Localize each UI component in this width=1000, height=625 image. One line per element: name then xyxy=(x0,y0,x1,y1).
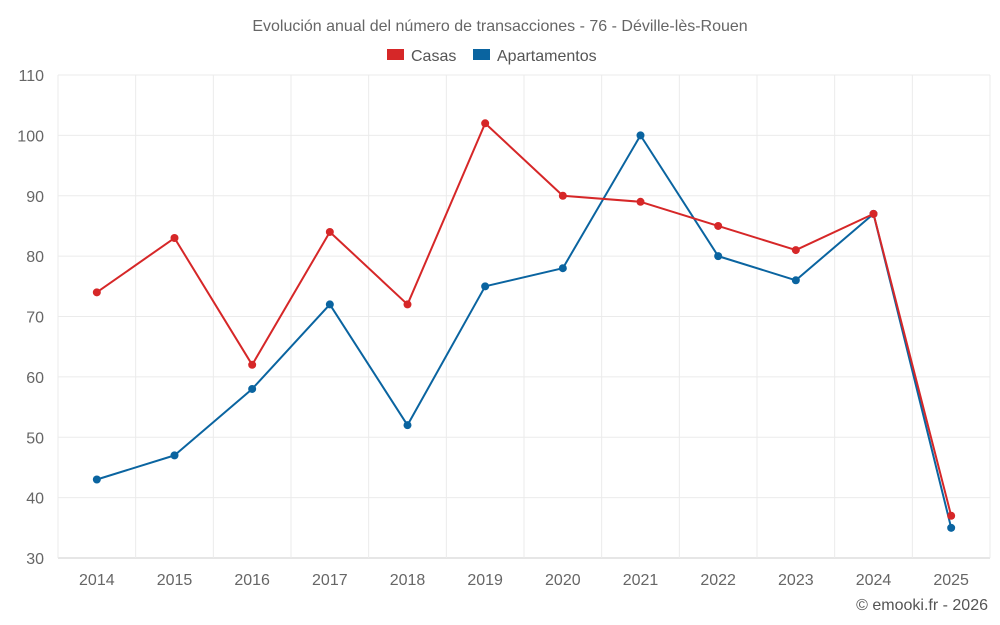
data-point-casas[interactable] xyxy=(92,288,101,297)
x-tick-label: 2021 xyxy=(623,572,659,589)
x-tick-label: 2023 xyxy=(778,572,814,589)
data-point-apartamentos[interactable] xyxy=(325,300,334,309)
x-tick-label: 2025 xyxy=(933,572,969,589)
y-tick-label: 110 xyxy=(18,68,44,85)
data-point-apartamentos[interactable] xyxy=(947,523,956,532)
x-tick-label: 2015 xyxy=(157,572,193,589)
y-axis: 30 40 50 60 70 80 90 100 110 xyxy=(17,68,44,568)
x-tick-label: 2017 xyxy=(312,572,348,589)
y-tick-label: 70 xyxy=(26,310,44,327)
x-tick-label: 2016 xyxy=(234,572,270,589)
x-tick-label: 2018 xyxy=(390,572,426,589)
legend-item-apartamentos[interactable]: Apartamentos xyxy=(473,48,597,65)
data-point-casas[interactable] xyxy=(170,234,179,243)
grid xyxy=(57,74,991,559)
x-tick-label: 2014 xyxy=(79,572,115,589)
chart-title: Evolución anual del número de transaccio… xyxy=(252,18,747,35)
legend-swatch-apartamentos xyxy=(473,49,490,60)
series-line-apartamentos xyxy=(96,134,953,529)
y-tick-label: 100 xyxy=(17,128,44,145)
data-point-apartamentos[interactable] xyxy=(403,421,412,430)
y-tick-label: 90 xyxy=(26,189,44,206)
legend-swatch-casas xyxy=(387,49,404,60)
x-tick-label: 2020 xyxy=(545,572,581,589)
data-point-apartamentos[interactable] xyxy=(558,264,567,273)
data-point-apartamentos[interactable] xyxy=(92,475,101,484)
credit-text: © emooki.fr - 2026 xyxy=(856,597,988,614)
data-point-apartamentos[interactable] xyxy=(714,252,723,261)
data-point-casas[interactable] xyxy=(869,209,878,218)
data-point-casas[interactable] xyxy=(714,221,723,230)
data-point-casas[interactable] xyxy=(481,119,490,128)
y-tick-label: 80 xyxy=(26,249,44,266)
legend: Casas Apartamentos xyxy=(387,48,597,65)
data-point-apartamentos[interactable] xyxy=(791,276,800,285)
x-tick-label: 2024 xyxy=(856,572,892,589)
x-tick-label: 2019 xyxy=(467,572,503,589)
y-tick-label: 60 xyxy=(26,370,44,387)
legend-label-apartamentos: Apartamentos xyxy=(497,48,597,65)
legend-label-casas: Casas xyxy=(411,48,456,65)
y-tick-label: 30 xyxy=(26,551,44,568)
data-point-casas[interactable] xyxy=(791,246,800,255)
y-tick-label: 40 xyxy=(26,491,44,508)
data-point-casas[interactable] xyxy=(558,191,567,200)
y-tick-label: 50 xyxy=(26,430,44,447)
series-line-casas xyxy=(96,122,953,516)
data-point-apartamentos[interactable] xyxy=(170,451,179,460)
data-point-apartamentos[interactable] xyxy=(248,384,257,393)
data-point-apartamentos[interactable] xyxy=(481,282,490,291)
data-point-casas[interactable] xyxy=(403,300,412,309)
data-point-apartamentos[interactable] xyxy=(636,131,645,140)
series-casas xyxy=(92,119,956,520)
data-point-casas[interactable] xyxy=(636,197,645,206)
series-layer xyxy=(92,119,956,532)
data-point-casas[interactable] xyxy=(248,360,257,369)
x-axis: 2014 2015 2016 2017 2018 2019 2020 2021 2022 2023… xyxy=(79,572,969,589)
legend-item-casas[interactable]: Casas xyxy=(387,48,456,65)
data-point-casas[interactable] xyxy=(325,227,334,236)
x-tick-label: 2022 xyxy=(700,572,736,589)
data-point-casas[interactable] xyxy=(947,511,956,520)
